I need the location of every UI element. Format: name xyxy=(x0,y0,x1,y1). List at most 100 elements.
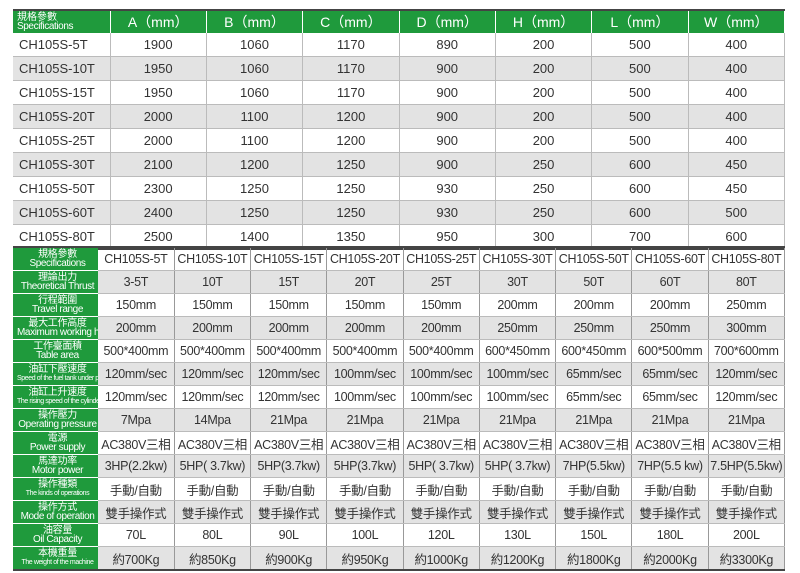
model-cell: CH105S-50T xyxy=(13,176,111,201)
value-cell: 890 xyxy=(399,33,496,57)
label-en: Specifications xyxy=(29,258,86,269)
label-zh: 最大工作高度 xyxy=(28,318,87,329)
value-cell: 手動/自動 xyxy=(403,477,480,501)
value-cell: 2000 xyxy=(110,104,207,129)
value-cell: 100mm/sec xyxy=(403,362,480,386)
value-cell: CH105S-80T xyxy=(708,247,786,271)
value-cell: 500*400mm xyxy=(403,339,480,363)
header-en: Specifications xyxy=(17,21,74,32)
specifications-header: 規格參數 Specifications xyxy=(13,10,111,33)
value-cell: 200 xyxy=(495,80,593,105)
value-cell: 1060 xyxy=(206,80,304,105)
value-cell: 1060 xyxy=(206,33,304,57)
table-row: 油缸上升速度 The rising speed of the cylinder 12… xyxy=(13,385,786,409)
value-cell: 930 xyxy=(399,200,496,225)
value-cell: 雙手操作式 xyxy=(250,500,328,524)
label-en: Oil Capacity xyxy=(32,534,83,545)
value-cell: 450 xyxy=(688,176,786,201)
model-cell: CH105S-60T xyxy=(13,200,111,225)
value-cell: 1200 xyxy=(206,152,304,177)
value-cell: AC380V三相 xyxy=(403,431,480,455)
value-cell: 雙手操作式 xyxy=(326,500,404,524)
value-cell: 900 xyxy=(399,152,496,177)
value-cell: 1250 xyxy=(302,152,400,177)
value-cell: 1200 xyxy=(302,104,400,129)
value-cell: 1170 xyxy=(302,56,400,81)
value-cell: 200 xyxy=(495,128,593,153)
value-cell: AC380V三相 xyxy=(326,431,404,455)
label-en: The kinds of operations xyxy=(25,490,90,497)
value-cell: 5HP(3.7kw) xyxy=(326,454,404,478)
value-cell: 150mm xyxy=(250,293,328,317)
value-cell: 120mm/sec xyxy=(708,362,786,386)
value-cell: 250mm xyxy=(555,316,633,340)
value-cell: 200mm xyxy=(326,316,404,340)
value-cell: AC380V三相 xyxy=(250,431,328,455)
value-cell: 5HP( 3.7kw) xyxy=(403,454,480,478)
row-label: 工作臺面積 Table area xyxy=(13,339,98,363)
value-cell: 約900Kg xyxy=(250,546,328,571)
value-cell: 約950Kg xyxy=(326,546,404,571)
label-en: Table area xyxy=(36,350,79,361)
value-cell: 120mm/sec xyxy=(250,385,328,409)
value-cell: CH105S-30T xyxy=(479,247,557,271)
value-cell: 400 xyxy=(688,128,786,153)
value-cell: 1350 xyxy=(302,224,400,250)
value-cell: 65mm/sec xyxy=(631,362,709,386)
value-cell: 10T xyxy=(174,270,252,294)
value-cell: 3-5T xyxy=(98,270,175,294)
value-cell: 200mm xyxy=(479,293,557,317)
value-cell: 約700Kg xyxy=(98,546,175,571)
label-zh: 油缸上升速度 xyxy=(28,387,87,398)
label-zh: 電源 xyxy=(47,433,68,444)
value-cell: 80T xyxy=(708,270,786,294)
value-cell: 900 xyxy=(399,128,496,153)
value-cell: 50T xyxy=(555,270,633,294)
value-cell: CH105S-20T xyxy=(326,247,404,271)
value-cell: 1400 xyxy=(206,224,304,250)
table-row: CH105S-50T 2300 1250 1250 930 250 600 450 xyxy=(13,176,786,201)
value-cell: 150L xyxy=(555,523,633,547)
header-zh: 規格參數 xyxy=(17,12,57,23)
table-row: 本機重量 The weight of the machine 約700Kg 約850K… xyxy=(13,546,786,571)
value-cell: 200 xyxy=(495,104,593,129)
table-row: CH105S-30T 2100 1200 1250 900 250 600 450 xyxy=(13,152,786,177)
value-cell: 700*600mm xyxy=(708,339,786,363)
value-cell: 5HP(3.7kw) xyxy=(250,454,328,478)
column-header: A（mm） xyxy=(110,10,207,33)
value-cell: 120mm/sec xyxy=(250,362,328,386)
value-cell: 65mm/sec xyxy=(555,362,633,386)
value-cell: 930 xyxy=(399,176,496,201)
value-cell: 100mm/sec xyxy=(326,385,404,409)
value-cell: 5HP( 3.7kw) xyxy=(174,454,252,478)
value-cell: 120L xyxy=(403,523,480,547)
dimensions-header-row: 規格參數 Specifications A（mm） B（mm） C（mm） D（mm） H… xyxy=(13,10,786,33)
value-cell: 500 xyxy=(688,200,786,225)
value-cell: 120mm/sec xyxy=(174,362,252,386)
value-cell: 130L xyxy=(479,523,557,547)
value-cell: 2300 xyxy=(110,176,207,201)
value-cell: 400 xyxy=(688,56,786,81)
value-cell: 200mm xyxy=(403,316,480,340)
value-cell: 1100 xyxy=(206,128,304,153)
value-cell: 30T xyxy=(479,270,557,294)
value-cell: 雙手操作式 xyxy=(631,500,709,524)
value-cell: 21Mpa xyxy=(631,408,709,432)
value-cell: 500*400mm xyxy=(98,339,175,363)
value-cell: 120mm/sec xyxy=(708,385,786,409)
value-cell: 7.5HP(5.5kw) xyxy=(708,454,786,478)
specs-table: 規格參數 Specifications CH105S-5T CH105S-10T CH1… xyxy=(13,246,786,571)
value-cell: 1200 xyxy=(302,128,400,153)
value-cell: 150mm xyxy=(98,293,175,317)
table-row: 理論出力 Theoretical Thrust 3-5T 10T 15T 20T 25T 30… xyxy=(13,270,786,294)
row-label: 油容量 Oil Capacity xyxy=(13,523,98,547)
label-en: Theoretical Thrust xyxy=(20,281,95,292)
label-zh: 工作臺面積 xyxy=(33,341,82,352)
value-cell: 15T xyxy=(250,270,328,294)
value-cell: 7HP(5.5 kw) xyxy=(631,454,709,478)
value-cell: 600*500mm xyxy=(631,339,709,363)
value-cell: CH105S-25T xyxy=(403,247,480,271)
label-zh: 行程範圍 xyxy=(38,295,77,306)
value-cell: 約1000Kg xyxy=(403,546,480,571)
column-header: C（mm） xyxy=(302,10,400,33)
